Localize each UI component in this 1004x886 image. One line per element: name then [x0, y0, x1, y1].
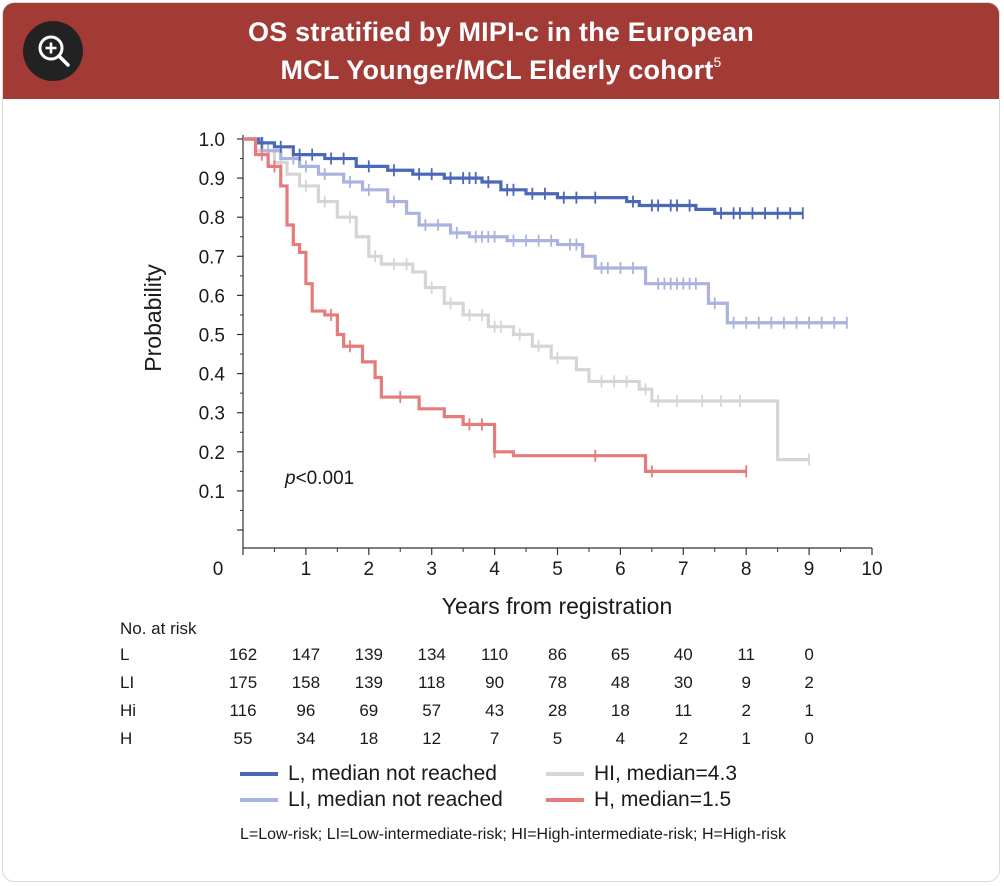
risk-cell: 34 [296, 729, 316, 748]
risk-table-title: No. at risk [120, 619, 197, 638]
y-tick-label: 0.4 [199, 365, 226, 386]
km-curve-li [243, 137, 847, 325]
legend-swatch [546, 798, 584, 803]
title-line-2-text: MCL Younger/MCL Elderly cohort [280, 55, 714, 85]
risk-cell: 12 [422, 729, 442, 748]
title-line-2: MCL Younger/MCL Elderly cohort5 [3, 54, 999, 86]
legend-item: LI, median not reached [240, 788, 503, 812]
risk-cell: 40 [673, 645, 693, 664]
risk-cell: 110 [481, 645, 509, 664]
y-tick-label: 0.5 [199, 326, 225, 347]
x-tick-label: 9 [804, 559, 815, 580]
x-tick-label: 6 [615, 559, 626, 580]
risk-cell: 65 [610, 645, 630, 664]
x-tick-label: 2 [364, 559, 375, 580]
risk-cell: 175 [228, 673, 258, 692]
risk-cell: 90 [485, 673, 505, 692]
legend-item: H, median=1.5 [546, 788, 731, 812]
x-tick-label: 1 [301, 559, 312, 580]
x-tick-label: 3 [426, 559, 437, 580]
y-tick-label: 0.9 [199, 169, 225, 190]
risk-cell: 4 [615, 729, 626, 748]
risk-cell: 86 [548, 645, 567, 664]
legend-label: HI, median=4.3 [594, 762, 738, 785]
risk-row-label: LI [120, 673, 135, 692]
risk-cell: 28 [548, 701, 567, 720]
risk-cell: 1 [804, 701, 814, 720]
risk-cell: 134 [417, 645, 446, 664]
y-tick-label: 1.0 [199, 130, 225, 151]
title-reference: 5 [713, 54, 722, 70]
x-tick-label: 0 [213, 559, 224, 580]
legend-label: LI, median not reached [288, 788, 503, 811]
y-axis-label: Probability [140, 264, 166, 372]
y-tick-label: 0.2 [199, 443, 225, 464]
risk-cell: 139 [354, 645, 383, 664]
risk-cell: 139 [354, 673, 383, 692]
risk-row-label: Hi [120, 701, 137, 720]
risk-cell: 11 [737, 645, 756, 664]
figure-header: OS stratified by MIPI-c in the European … [3, 3, 999, 99]
risk-cell: 2 [678, 729, 689, 748]
risk-cell: 55 [233, 729, 253, 748]
y-tick-label: 0.3 [199, 404, 225, 425]
km-curve-h [243, 137, 747, 473]
risk-cell: 78 [548, 673, 567, 692]
y-tick-label: 0.7 [199, 247, 225, 268]
risk-cell: 1 [741, 729, 751, 748]
x-tick-label: 7 [678, 559, 689, 580]
risk-cell: 96 [296, 701, 316, 720]
x-tick-label: 4 [489, 559, 500, 580]
km-curve-l [243, 137, 803, 215]
x-axis-label: Years from registration [442, 593, 673, 619]
p-value-annotation: p<0.001 [284, 468, 354, 489]
risk-cell: 69 [359, 701, 379, 720]
risk-cell: 0 [804, 729, 814, 748]
risk-cell: 18 [610, 701, 630, 720]
risk-row-label: H [120, 729, 133, 748]
zoom-button[interactable] [23, 21, 83, 81]
x-tick-label: 5 [552, 559, 563, 580]
legend-swatch [240, 798, 278, 803]
legend-swatch [546, 772, 584, 777]
risk-cell: 9 [741, 673, 751, 692]
risk-cell: 162 [228, 645, 258, 664]
risk-cell: 18 [359, 729, 379, 748]
x-tick-label: 10 [861, 559, 882, 580]
title-line-1: OS stratified by MIPI-c in the European [248, 17, 754, 47]
y-tick-label: 0.1 [199, 482, 225, 503]
risk-cell: 7 [489, 729, 500, 748]
risk-cell: 43 [485, 701, 505, 720]
risk-cell: 116 [229, 701, 257, 720]
legend-item: HI, median=4.3 [546, 762, 737, 786]
risk-cell: 158 [291, 673, 321, 692]
legend-item: L, median not reached [240, 762, 497, 786]
km-curve-hi [243, 137, 810, 462]
p-value-symbol: p [284, 468, 296, 489]
legend-label: H, median=1.5 [594, 788, 732, 811]
footnote: L=Low-risk; LI=Low-intermediate-risk; HI… [240, 826, 786, 843]
legend-label: L, median not reached [288, 762, 497, 785]
risk-cell: 147 [291, 645, 321, 664]
legend-swatch [240, 772, 278, 777]
risk-cell: 57 [422, 701, 442, 720]
risk-cell: 118 [418, 673, 446, 692]
risk-cell: 30 [673, 673, 693, 692]
risk-cell: 5 [552, 729, 563, 748]
p-value-number: <0.001 [296, 468, 355, 489]
y-tick-label: 0.8 [199, 208, 225, 229]
risk-cell: 0 [804, 645, 814, 664]
zoom-in-icon [38, 35, 70, 67]
risk-cell: 48 [610, 673, 630, 692]
risk-cell: 2 [804, 673, 814, 692]
risk-cell: 2 [741, 701, 751, 720]
risk-cell: 11 [674, 701, 693, 720]
x-tick-label: 8 [741, 559, 752, 580]
risk-row-label: L [120, 645, 130, 664]
y-tick-label: 0.6 [199, 286, 225, 307]
